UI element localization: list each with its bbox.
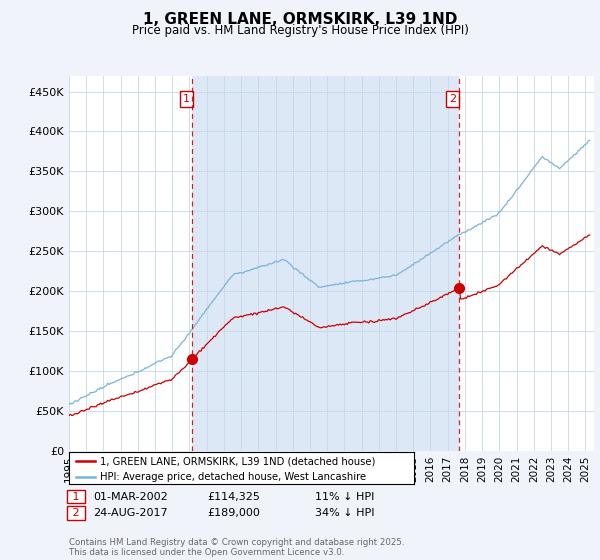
Text: 01-MAR-2002: 01-MAR-2002 [93,492,168,502]
Text: 1: 1 [183,94,190,104]
Text: £114,325: £114,325 [207,492,260,502]
Text: 1, GREEN LANE, ORMSKIRK, L39 1ND: 1, GREEN LANE, ORMSKIRK, L39 1ND [143,12,457,27]
Text: £189,000: £189,000 [207,508,260,518]
Bar [193,76,459,451]
Text: 34% ↓ HPI: 34% ↓ HPI [315,508,374,518]
Text: HPI: Average price, detached house, West Lancashire: HPI: Average price, detached house, West… [100,472,366,482]
Text: 11% ↓ HPI: 11% ↓ HPI [315,492,374,502]
Text: 24-AUG-2017: 24-AUG-2017 [93,508,167,518]
Text: Contains HM Land Registry data © Crown copyright and database right 2025.
This d: Contains HM Land Registry data © Crown c… [69,538,404,557]
Text: 2: 2 [449,94,456,104]
Text: 2: 2 [69,508,83,518]
Text: 1: 1 [69,492,83,502]
Text: 1, GREEN LANE, ORMSKIRK, L39 1ND (detached house): 1, GREEN LANE, ORMSKIRK, L39 1ND (detach… [100,456,376,466]
Text: Price paid vs. HM Land Registry's House Price Index (HPI): Price paid vs. HM Land Registry's House … [131,24,469,37]
